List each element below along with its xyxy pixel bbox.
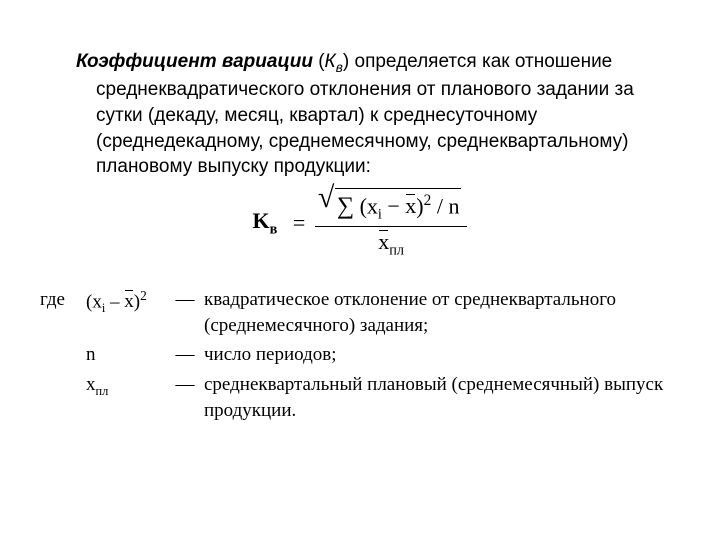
definition-row: xпл — среднеквартальный плановый (средне… — [40, 370, 680, 425]
formula-sqrt: ∑ (xi − x)2 / n — [321, 188, 462, 224]
def-symbol: n — [86, 340, 172, 370]
formula-lhs: Kв — [253, 208, 278, 238]
intro-paragraph: Коэффициент вариации (Кв) определяется к… — [40, 49, 680, 180]
def-text: число периодов; — [204, 340, 680, 370]
def-text: среднеквартальный плановый (среднемесячн… — [204, 370, 680, 425]
formula-equals: = — [293, 210, 305, 236]
definition-row: где (xi – x)2 — квадратическое отклонени… — [40, 285, 680, 340]
definitions-block: где (xi – x)2 — квадратическое отклонени… — [40, 285, 680, 425]
formula-numerator: ∑ (xi − x)2 / n — [315, 188, 468, 227]
formula-denominator: xпл — [315, 227, 468, 259]
def-dash: — — [172, 370, 204, 425]
symbol-K-sub: в — [336, 60, 343, 75]
formula: Kв = ∑ (xi − x)2 / n xпл — [253, 188, 468, 259]
formula-block: Kв = ∑ (xi − x)2 / n xпл — [40, 188, 680, 259]
formula-slash: / — [437, 193, 449, 218]
formula-sum: ∑ — [337, 192, 354, 219]
def-dash: — — [172, 285, 204, 340]
formula-xi: x — [367, 193, 378, 218]
page-root: Коэффициент вариации (Кв) определяется к… — [0, 0, 720, 445]
term-coefficient-of-variation: Коэффициент вариации — [76, 51, 313, 72]
formula-squared: 2 — [424, 192, 432, 209]
formula-n: n — [448, 193, 459, 218]
symbol-open: ( — [313, 51, 325, 72]
formula-fraction: ∑ (xi − x)2 / n xпл — [315, 188, 468, 259]
def-text: квадратическое отклонение от среднекварт… — [204, 285, 680, 340]
formula-K: K — [253, 208, 270, 233]
formula-den-sub: пл — [389, 242, 404, 258]
formula-xi-sub: i — [378, 207, 382, 223]
definition-row: n — число периодов; — [40, 340, 680, 370]
symbol-K: К — [325, 51, 336, 72]
def-symbol: (xi – x)2 — [86, 285, 172, 340]
formula-radicand: ∑ (xi − x)2 / n — [335, 188, 462, 224]
formula-xbar: x — [405, 193, 416, 219]
formula-den-xbar: x — [378, 229, 389, 255]
formula-minus: − — [387, 193, 399, 218]
def-dash: — — [172, 340, 204, 370]
symbol-close: ) — [343, 51, 355, 72]
formula-K-sub: в — [270, 222, 278, 238]
where-label: где — [40, 285, 86, 340]
def-symbol: xпл — [86, 370, 172, 425]
definitions-table: где (xi – x)2 — квадратическое отклонени… — [40, 285, 680, 425]
